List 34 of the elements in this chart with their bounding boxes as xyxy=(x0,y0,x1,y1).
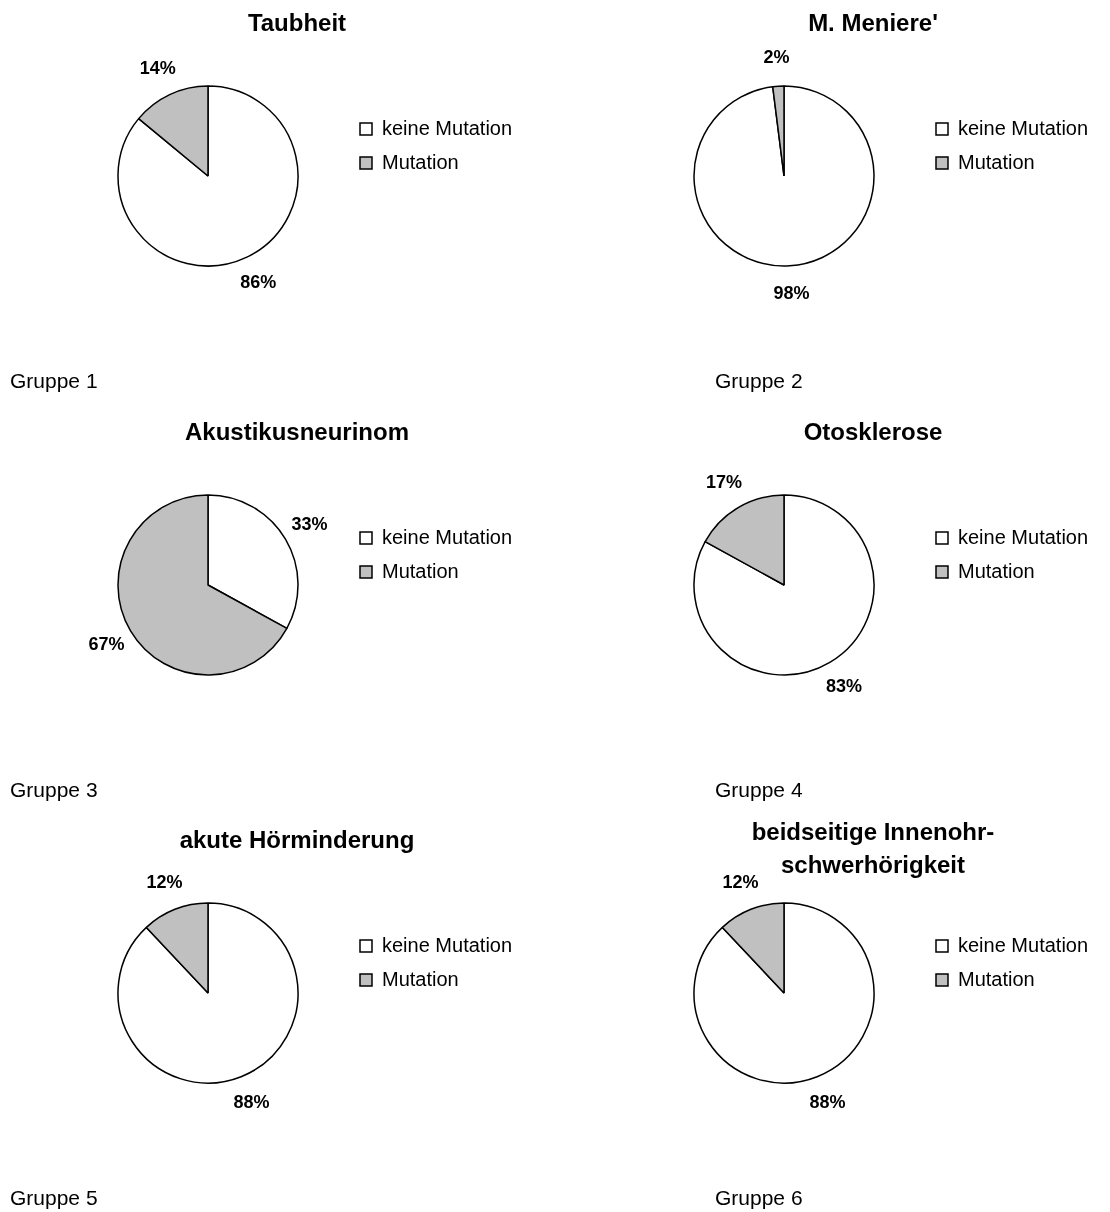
data-label: 2% xyxy=(763,47,790,68)
legend-label: Mutation xyxy=(382,967,459,990)
chart-title: akute Hörminderung xyxy=(179,825,415,853)
chart-title: Akustikusneurinom xyxy=(184,417,410,445)
chart-title: M. Meniere' xyxy=(808,8,938,36)
data-label: 88% xyxy=(233,1091,270,1112)
legend-label: Mutation xyxy=(382,559,459,582)
data-label: 83% xyxy=(826,675,863,696)
legend-label: keine Mutation xyxy=(382,116,513,139)
data-label: 98% xyxy=(773,282,810,303)
data-label: 88% xyxy=(809,1091,846,1112)
data-label: 86% xyxy=(240,271,277,292)
legend-label: keine Mutation xyxy=(958,933,1089,956)
text: Gruppe 3 xyxy=(10,777,98,801)
legend-label: keine Mutation xyxy=(382,933,513,956)
legend-label: Mutation xyxy=(382,150,459,173)
legend-label: Mutation xyxy=(958,967,1035,990)
chart-title: Taubheit xyxy=(247,8,347,36)
legend-label: Mutation xyxy=(958,559,1035,582)
text: Gruppe 6 xyxy=(715,1185,803,1209)
legend-label: keine Mutation xyxy=(958,525,1089,548)
text: Gruppe 4 xyxy=(715,777,803,801)
data-label: 17% xyxy=(705,472,742,493)
legend-label: keine Mutation xyxy=(958,116,1089,139)
data-label: 33% xyxy=(291,513,328,534)
chart-title: Otosklerose xyxy=(803,417,943,445)
text: Gruppe 5 xyxy=(10,1185,98,1209)
text: Gruppe 2 xyxy=(715,368,803,392)
data-label: 67% xyxy=(88,634,125,655)
text: Gruppe 1 xyxy=(10,368,98,392)
data-label: 12% xyxy=(146,872,183,893)
legend-label: Mutation xyxy=(958,150,1035,173)
data-label: 14% xyxy=(139,58,176,79)
legend-label: keine Mutation xyxy=(382,525,513,548)
